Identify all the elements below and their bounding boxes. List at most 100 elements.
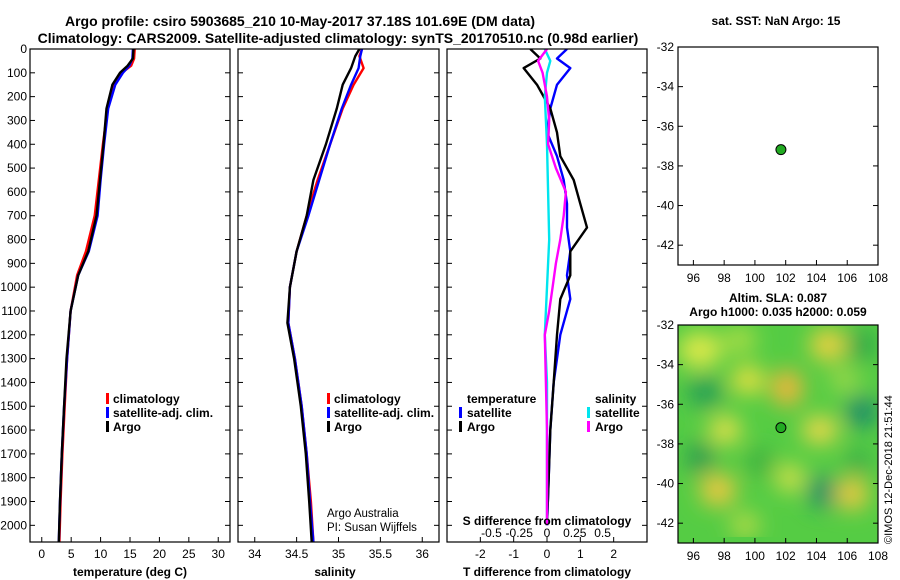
- sla-map-axis-ticks: 96 98 100 102 104 106 108 -32 -34 -36 -38 -40 -42: [657, 318, 889, 563]
- s-diff-tick-label: -0.5: [481, 526, 502, 540]
- salinity-panel: 34 34.5 35 35.5 36 salinity climatology sate…: [237, 48, 440, 579]
- y-tick-label: 2000: [0, 518, 27, 532]
- legend-label-climatology: climatology: [113, 392, 180, 406]
- sla-heatmap-blobs: [678, 326, 878, 537]
- sla-map-axes-frame: [677, 324, 879, 544]
- map-y-tick-label: -32: [657, 318, 675, 332]
- legend-label-s-argo: Argo: [595, 420, 623, 434]
- sla-blob: [846, 396, 878, 428]
- map-y-tick-label: -42: [657, 238, 675, 252]
- y-tick-label: 300: [7, 113, 27, 127]
- sla-blob: [848, 329, 876, 361]
- y-tick-label: 1400: [0, 375, 27, 389]
- x-tick-label: 10: [94, 547, 108, 561]
- legend-swatch-t-argo: [459, 421, 462, 432]
- s-diff-tick-label: -0.25: [506, 526, 534, 540]
- map-x-tick-label: 102: [776, 549, 796, 563]
- sla-blob: [724, 326, 756, 354]
- legend-label-argo: Argo: [113, 420, 141, 434]
- series-line-argo: [57, 49, 135, 542]
- y-tick-label: 600: [7, 185, 27, 199]
- legend-swatch-satellite-adj: [327, 407, 330, 418]
- legend-label-t-satellite: satellite: [467, 406, 512, 420]
- sst-map-panel: sat. SST: NaN Argo: 15 96 98 100 102 104 106 1…: [657, 14, 889, 285]
- series-line-satellite-adj-clim-: [57, 49, 135, 542]
- difference-axes-frame: [446, 48, 648, 543]
- x-tick-label: 0: [544, 547, 551, 561]
- sla-blob: [687, 376, 723, 408]
- map-y-tick-label: -40: [657, 199, 675, 213]
- x-tick-label: 5: [68, 547, 75, 561]
- legend-label-s-satellite: satellite: [595, 406, 640, 420]
- x-tick-label: 15: [123, 547, 137, 561]
- temperature-panel: 0 5 10 15 20 25 300100200300400500600700800900…: [0, 42, 231, 579]
- annotation-argo-australia: Argo Australia: [327, 508, 399, 520]
- series-line-climatology: [287, 49, 365, 542]
- salinity-axis-ticks: 34 34.5 35 35.5 36: [238, 48, 439, 561]
- map-x-tick-label: 100: [745, 271, 765, 285]
- map-x-tick-label: 108: [868, 549, 888, 563]
- argo-float-position-marker: [775, 422, 787, 434]
- sla-blob: [771, 370, 803, 406]
- map-y-tick-label: -36: [657, 119, 675, 133]
- y-tick-label: 1800: [0, 471, 27, 485]
- sla-blob: [802, 416, 838, 444]
- x-tick-label: 25: [182, 547, 196, 561]
- temperature-xlabel: temperature (deg C): [73, 565, 187, 579]
- sst-map-points: [775, 144, 787, 156]
- map-y-tick-label: -34: [657, 80, 675, 94]
- legend-label-satellite-adj: satellite-adj. clim.: [334, 406, 434, 420]
- legend-label-satellite-adj: satellite-adj. clim.: [113, 406, 213, 420]
- map-y-tick-label: -40: [657, 477, 675, 491]
- sla-blob: [836, 478, 868, 510]
- annotation-pi-name: PI: Susan Wijffels: [327, 522, 417, 534]
- difference-legend: temperature satellite Argo salinity sate…: [459, 392, 640, 434]
- series-line-argo: [286, 49, 361, 542]
- map-y-tick-label: -32: [657, 40, 675, 54]
- temperature-axes-frame: [29, 48, 231, 543]
- y-tick-label: 800: [7, 233, 27, 247]
- temperature-legend: climatology satellite-adj. clim. Argo: [106, 392, 213, 434]
- difference-xlabel: T difference from climatology: [463, 565, 631, 579]
- sla-blob: [686, 442, 714, 474]
- map-y-tick-label: -38: [657, 159, 675, 173]
- map-x-tick-label: 104: [806, 549, 826, 563]
- argo-float-position-marker: [775, 144, 787, 156]
- map-y-tick-label: -36: [657, 397, 675, 411]
- x-tick-label: 35.5: [369, 547, 393, 561]
- sla-blob: [700, 474, 736, 506]
- sst-map-axes-frame: [677, 46, 879, 266]
- map-x-tick-label: 102: [776, 271, 796, 285]
- x-tick-label: 2: [610, 547, 617, 561]
- figure-title-line1: Argo profile: csiro 5903685_210 10-May-2…: [65, 13, 535, 29]
- sla-heatmap: [678, 325, 878, 543]
- s-diff-tick-label: 0.5: [594, 526, 611, 540]
- x-tick-label: 30: [212, 547, 226, 561]
- salinity-series-group: [286, 49, 365, 542]
- map-x-tick-label: 100: [745, 549, 765, 563]
- figure-title-line2: Climatology: CARS2009. Satellite-adjuste…: [38, 30, 639, 46]
- difference-axis-ticks: -2 -1 0 1 2 -0.5 -0.25 0 0.25 0.5: [447, 48, 647, 561]
- y-tick-label: 500: [7, 161, 27, 175]
- legend-swatch-s-argo: [587, 421, 590, 432]
- sla-blob: [746, 448, 774, 476]
- y-tick-label: 1300: [0, 352, 27, 366]
- legend-swatch-argo: [106, 421, 109, 432]
- map-y-tick-label: -34: [657, 358, 675, 372]
- series-line-climatology: [58, 49, 136, 542]
- sla-blob: [678, 332, 722, 368]
- legend-swatch-s-satellite: [587, 407, 590, 418]
- sla-blob: [808, 476, 836, 508]
- y-tick-label: 0: [20, 42, 27, 56]
- difference-series-group: [522, 49, 589, 526]
- sst-map-axis-ticks: 96 98 100 102 104 106 108 -32 -34 -36 -38 -40 -42: [657, 40, 889, 285]
- difference-panel: -2 -1 0 1 2 -0.5 -0.25 0 0.25 0.5 S difference fr…: [446, 48, 648, 579]
- y-tick-label: 1900: [0, 495, 27, 509]
- legend-title-salinity: salinity: [595, 392, 637, 406]
- legend-swatch-argo: [327, 421, 330, 432]
- map-x-tick-label: 98: [717, 549, 731, 563]
- series-line-t-argo: [522, 49, 589, 526]
- y-tick-label: 1700: [0, 447, 27, 461]
- series-line-satellite-adj-clim-: [287, 49, 364, 542]
